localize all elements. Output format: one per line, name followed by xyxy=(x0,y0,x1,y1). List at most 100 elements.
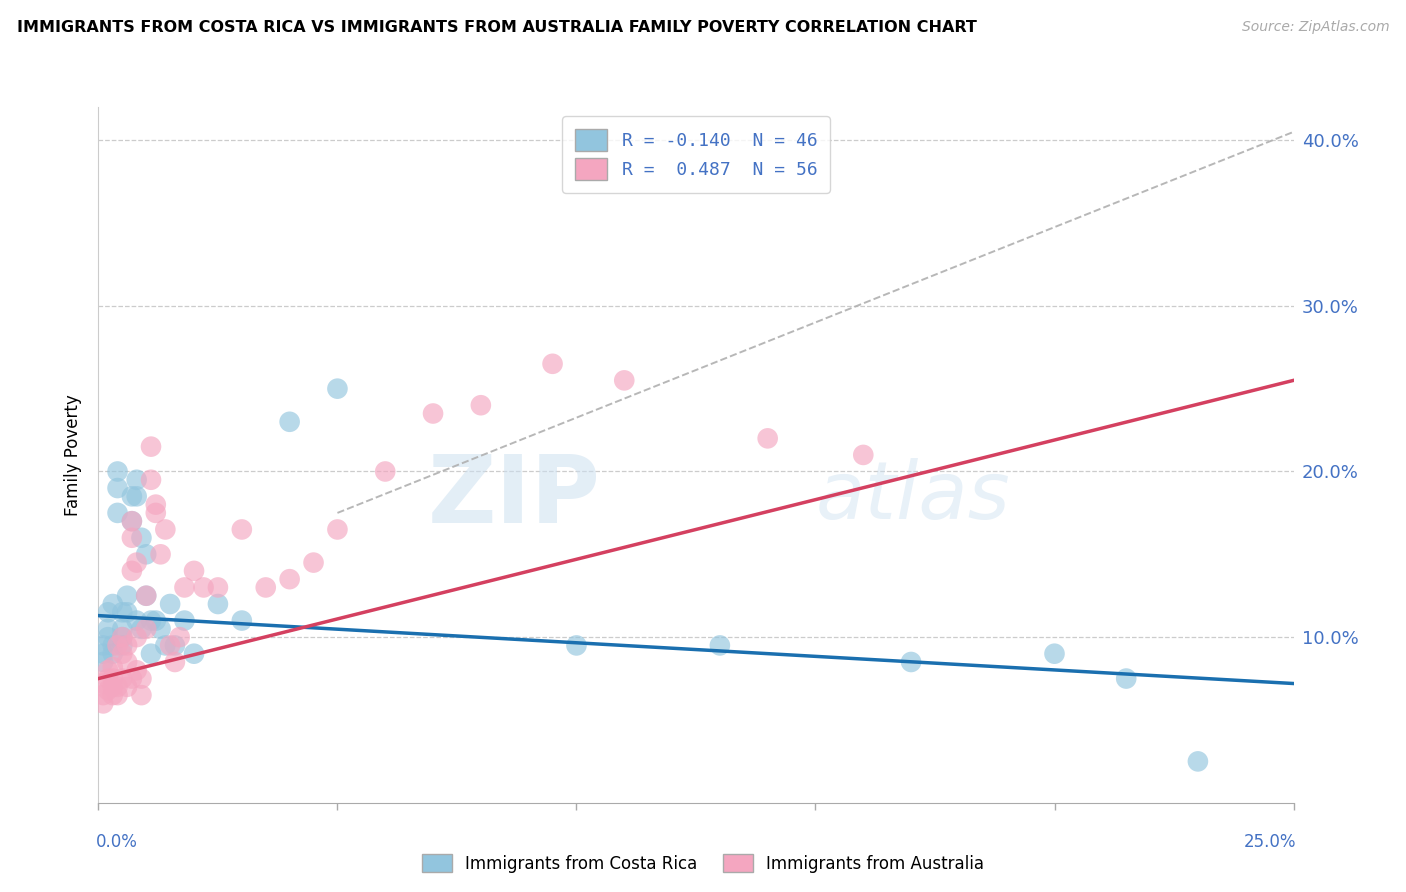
Point xyxy=(121,564,143,578)
Point xyxy=(101,672,124,686)
Point xyxy=(1043,647,1066,661)
Point xyxy=(111,639,134,653)
Point xyxy=(254,581,277,595)
Point xyxy=(97,605,120,619)
Point xyxy=(115,589,138,603)
Point xyxy=(163,639,186,653)
Point xyxy=(91,688,114,702)
Point xyxy=(107,481,129,495)
Point xyxy=(374,465,396,479)
Text: Source: ZipAtlas.com: Source: ZipAtlas.com xyxy=(1241,20,1389,34)
Point xyxy=(155,523,177,537)
Point xyxy=(135,589,157,603)
Text: 25.0%: 25.0% xyxy=(1244,833,1296,851)
Point xyxy=(207,581,229,595)
Point xyxy=(135,589,157,603)
Point xyxy=(125,473,148,487)
Point xyxy=(470,398,492,412)
Text: atlas: atlas xyxy=(815,458,1011,536)
Point xyxy=(91,639,114,653)
Point xyxy=(107,688,129,702)
Point xyxy=(193,581,215,595)
Point xyxy=(173,581,195,595)
Point xyxy=(107,506,129,520)
Point xyxy=(131,531,153,545)
Point xyxy=(159,597,181,611)
Point xyxy=(163,655,186,669)
Point xyxy=(115,605,138,619)
Point xyxy=(115,639,138,653)
Point xyxy=(565,639,588,653)
Point xyxy=(121,489,143,503)
Point xyxy=(101,660,124,674)
Text: 0.0%: 0.0% xyxy=(96,833,138,851)
Point xyxy=(121,672,143,686)
Point xyxy=(111,622,134,636)
Point xyxy=(900,655,922,669)
Point xyxy=(121,514,143,528)
Point xyxy=(145,614,167,628)
Point xyxy=(422,407,444,421)
Point xyxy=(107,639,129,653)
Point xyxy=(149,622,172,636)
Point xyxy=(139,614,162,628)
Point xyxy=(1115,672,1137,686)
Point xyxy=(326,523,349,537)
Point xyxy=(121,514,143,528)
Point xyxy=(125,614,148,628)
Point xyxy=(97,672,120,686)
Point xyxy=(101,597,124,611)
Point xyxy=(278,415,301,429)
Point xyxy=(231,614,253,628)
Point xyxy=(541,357,564,371)
Point xyxy=(91,647,114,661)
Point xyxy=(107,680,129,694)
Text: ZIP: ZIP xyxy=(427,450,600,542)
Point xyxy=(183,564,205,578)
Point xyxy=(135,622,157,636)
Point xyxy=(111,647,134,661)
Point xyxy=(111,630,134,644)
Point xyxy=(613,373,636,387)
Point xyxy=(125,663,148,677)
Point xyxy=(101,647,124,661)
Point xyxy=(97,663,120,677)
Point xyxy=(149,547,172,561)
Point xyxy=(278,572,301,586)
Point xyxy=(155,639,177,653)
Point xyxy=(91,676,114,690)
Point xyxy=(173,614,195,628)
Point xyxy=(145,506,167,520)
Point xyxy=(125,630,148,644)
Point xyxy=(159,639,181,653)
Point xyxy=(91,697,114,711)
Point xyxy=(231,523,253,537)
Point xyxy=(101,680,124,694)
Point xyxy=(111,630,134,644)
Point xyxy=(131,688,153,702)
Point xyxy=(139,440,162,454)
Point xyxy=(1187,755,1209,769)
Legend: Immigrants from Costa Rica, Immigrants from Australia: Immigrants from Costa Rica, Immigrants f… xyxy=(415,847,991,880)
Point xyxy=(326,382,349,396)
Point xyxy=(111,605,134,619)
Point xyxy=(97,683,120,698)
Point xyxy=(183,647,205,661)
Point xyxy=(852,448,875,462)
Point xyxy=(97,630,120,644)
Point xyxy=(139,647,162,661)
Point xyxy=(115,655,138,669)
Point xyxy=(125,489,148,503)
Point xyxy=(125,556,148,570)
Point xyxy=(207,597,229,611)
Point xyxy=(131,622,153,636)
Point xyxy=(139,473,162,487)
Point xyxy=(101,639,124,653)
Point xyxy=(135,547,157,561)
Point xyxy=(101,688,124,702)
Point xyxy=(302,556,325,570)
Legend: R = -0.140  N = 46, R =  0.487  N = 56: R = -0.140 N = 46, R = 0.487 N = 56 xyxy=(562,116,830,193)
Y-axis label: Family Poverty: Family Poverty xyxy=(65,394,83,516)
Point xyxy=(709,639,731,653)
Point xyxy=(169,630,191,644)
